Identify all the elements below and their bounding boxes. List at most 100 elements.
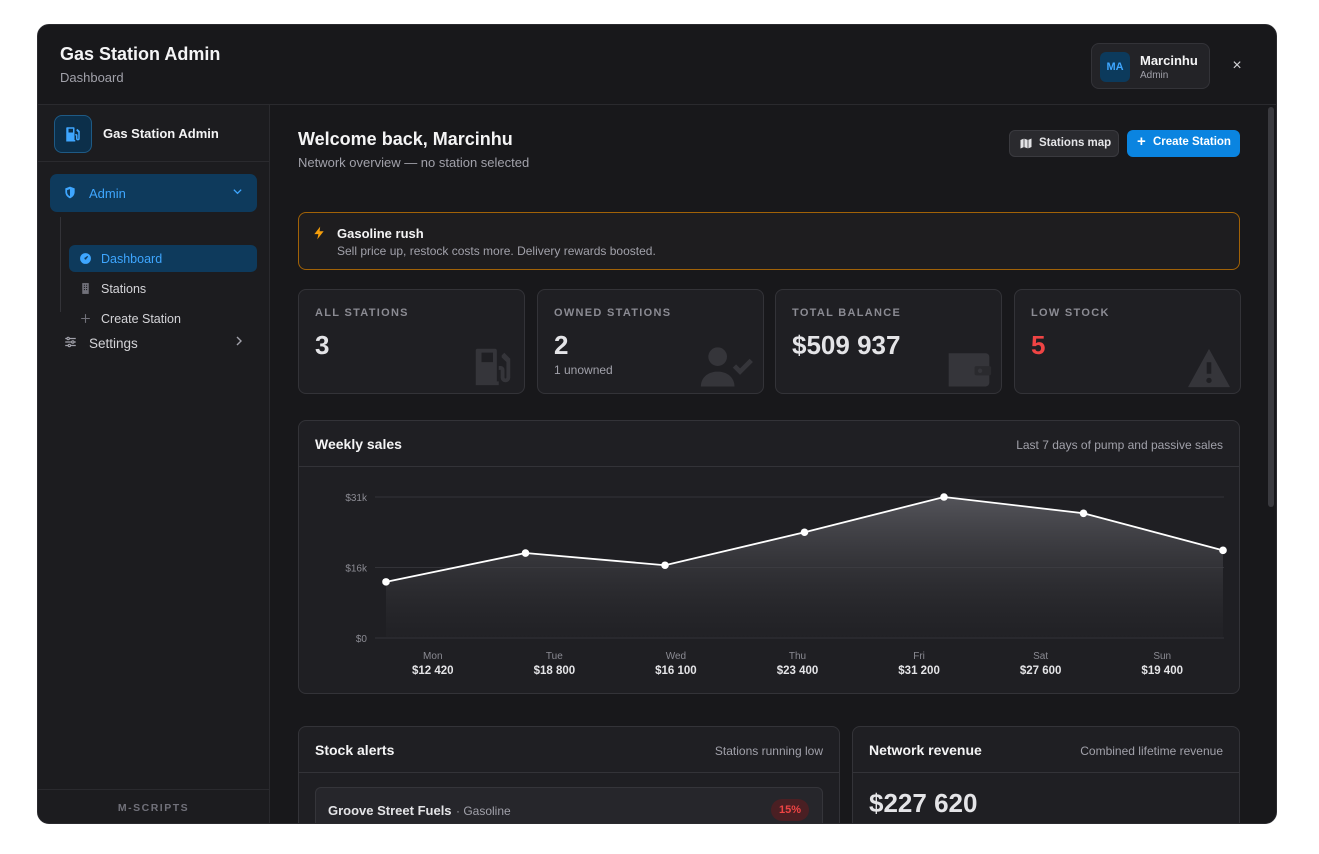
plus-icon: + (1137, 133, 1146, 150)
sidebar-item-label: Dashboard (101, 252, 163, 266)
stock-alerts-panel: Stock alerts Stations running low Groove… (298, 726, 840, 823)
panel-header: Weekly sales Last 7 days of pump and pas… (299, 421, 1239, 467)
panel-title: Weekly sales (315, 436, 402, 452)
alert-station-name: Groove Street Fuels (328, 803, 452, 818)
plus-icon (81, 314, 90, 323)
stat-value: 5 (1031, 330, 1046, 360)
x-tick-label: Thu (789, 651, 806, 662)
panel-title: Stock alerts (315, 742, 395, 758)
main-content: Welcome back, Marcinhu Network overview … (270, 105, 1276, 823)
x-tick-label: Fri (913, 651, 925, 662)
app-window: Gas Station Admin Dashboard MA Marcinhu … (37, 24, 1277, 824)
y-tick-label: $0 (356, 634, 368, 645)
stock-percent-badge: 15% (771, 799, 809, 821)
stat-value: 3 (315, 330, 330, 360)
page-title: Welcome back, Marcinhu (298, 129, 513, 149)
user-name: Marcinhu (1140, 53, 1198, 68)
x-tick-label: Sun (1153, 651, 1171, 662)
page-subtitle: Dashboard (60, 70, 124, 85)
lightning-icon (314, 226, 324, 240)
sidebar-item-label: Admin (89, 186, 126, 201)
data-point (1219, 546, 1227, 555)
stat-label: TOTAL BALANCE (792, 307, 902, 319)
stat-label: LOW STOCK (1031, 307, 1110, 319)
weekly-sales-panel: Weekly sales Last 7 days of pump and pas… (298, 420, 1240, 694)
sliders-icon (63, 335, 78, 354)
data-point (661, 561, 669, 570)
building-icon (82, 283, 89, 294)
x-tick-label: Wed (666, 651, 686, 662)
event-banner: Gasoline rush Sell price up, restock cos… (298, 212, 1240, 270)
stations-map-button[interactable]: Stations map (1009, 130, 1119, 157)
sales-area (386, 497, 1223, 638)
sidebar-footer: M-SCRIPTS (38, 789, 269, 823)
data-label: $31 200 (898, 665, 940, 677)
sidebar-brand: Gas Station Admin (38, 105, 269, 162)
y-tick-label: $31k (345, 493, 368, 504)
user-chip[interactable]: MA Marcinhu Admin (1091, 43, 1210, 89)
sidebar-item-admin[interactable]: Admin (50, 174, 257, 212)
chevron-down-icon (232, 186, 243, 200)
map-icon (1020, 138, 1032, 149)
stat-card-owned-stations: OWNED STATIONS 2 1 unowned (537, 289, 764, 394)
stat-value: 2 (554, 330, 569, 360)
panel-title: Network revenue (869, 742, 982, 758)
sidebar-item-label: Stations (101, 282, 147, 296)
sidebar-item-label: Create Station (101, 312, 181, 326)
user-role: Admin (1140, 70, 1169, 81)
data-point (800, 528, 809, 537)
page-subtitle: Network overview — no station selected (298, 155, 530, 170)
subnav-divider (60, 217, 61, 312)
panel-note: Combined lifetime revenue (1080, 744, 1223, 758)
stat-card-all-stations: ALL STATIONS 3 (298, 289, 525, 394)
weekly-sales-chart: $0 $16k $31k Mon $12 420 Tue $18 800 Wed $16 100… (345, 493, 1227, 677)
sidebar-item-create-station[interactable]: Create Station (69, 305, 257, 332)
stat-card-low-stock: LOW STOCK 5 (1014, 289, 1241, 394)
scrollbar[interactable] (1268, 107, 1274, 507)
fuel-pump-icon (54, 115, 92, 153)
wallet-icon (948, 353, 992, 387)
create-station-label: Create Station (1153, 136, 1231, 148)
data-point (521, 549, 530, 557)
data-label: $27 600 (1020, 665, 1062, 677)
data-point (940, 493, 948, 501)
sidebar-item-settings[interactable]: Settings (50, 325, 257, 361)
chevron-right-icon (234, 335, 244, 350)
sidebar-item-dashboard[interactable]: Dashboard (69, 245, 257, 272)
x-tick-label: Sat (1033, 651, 1048, 662)
create-station-button[interactable]: + Create Station (1127, 130, 1240, 157)
data-label: $18 800 (534, 665, 576, 677)
sidebar: Gas Station Admin Admin Dashboard Statio… (38, 105, 270, 823)
y-tick-label: $16k (345, 564, 368, 575)
data-point (382, 578, 390, 586)
gauge-icon (80, 253, 91, 264)
sidebar-item-stations[interactable]: Stations (69, 275, 257, 302)
data-point (1079, 509, 1088, 518)
revenue-value: $227 620 (869, 788, 978, 818)
stat-label: ALL STATIONS (315, 307, 409, 319)
stat-card-total-balance: TOTAL BALANCE $509 937 (775, 289, 1002, 394)
x-tick-label: Tue (546, 651, 563, 662)
stat-sub: 1 unowned (554, 363, 613, 377)
close-icon[interactable]: × (1232, 57, 1242, 74)
sidebar-brand-label: Gas Station Admin (103, 126, 219, 141)
data-label: $16 100 (655, 665, 697, 677)
fuel-pump-icon (475, 348, 511, 386)
list-item[interactable]: Groove Street Fuels · Gasoline 15% (315, 787, 823, 823)
stat-label: OWNED STATIONS (554, 307, 672, 319)
alert-fuel-type: · Gasoline (456, 804, 511, 818)
panel-header: Network revenue Combined lifetime revenu… (853, 727, 1239, 773)
title-bar: Gas Station Admin Dashboard MA Marcinhu … (38, 25, 1276, 105)
data-label: $19 400 (1141, 665, 1183, 677)
event-title: Gasoline rush (337, 226, 424, 241)
data-label: $23 400 (777, 665, 819, 677)
app-title: Gas Station Admin (60, 44, 221, 64)
stations-map-label: Stations map (1039, 137, 1112, 149)
stat-value: $509 937 (792, 330, 901, 360)
sidebar-item-label: Settings (89, 336, 138, 351)
shield-icon (63, 185, 77, 205)
event-description: Sell price up, restock costs more. Deliv… (337, 244, 656, 258)
panel-note: Stations running low (714, 744, 823, 758)
x-tick-label: Mon (423, 651, 442, 662)
avatar: MA (1100, 52, 1130, 82)
